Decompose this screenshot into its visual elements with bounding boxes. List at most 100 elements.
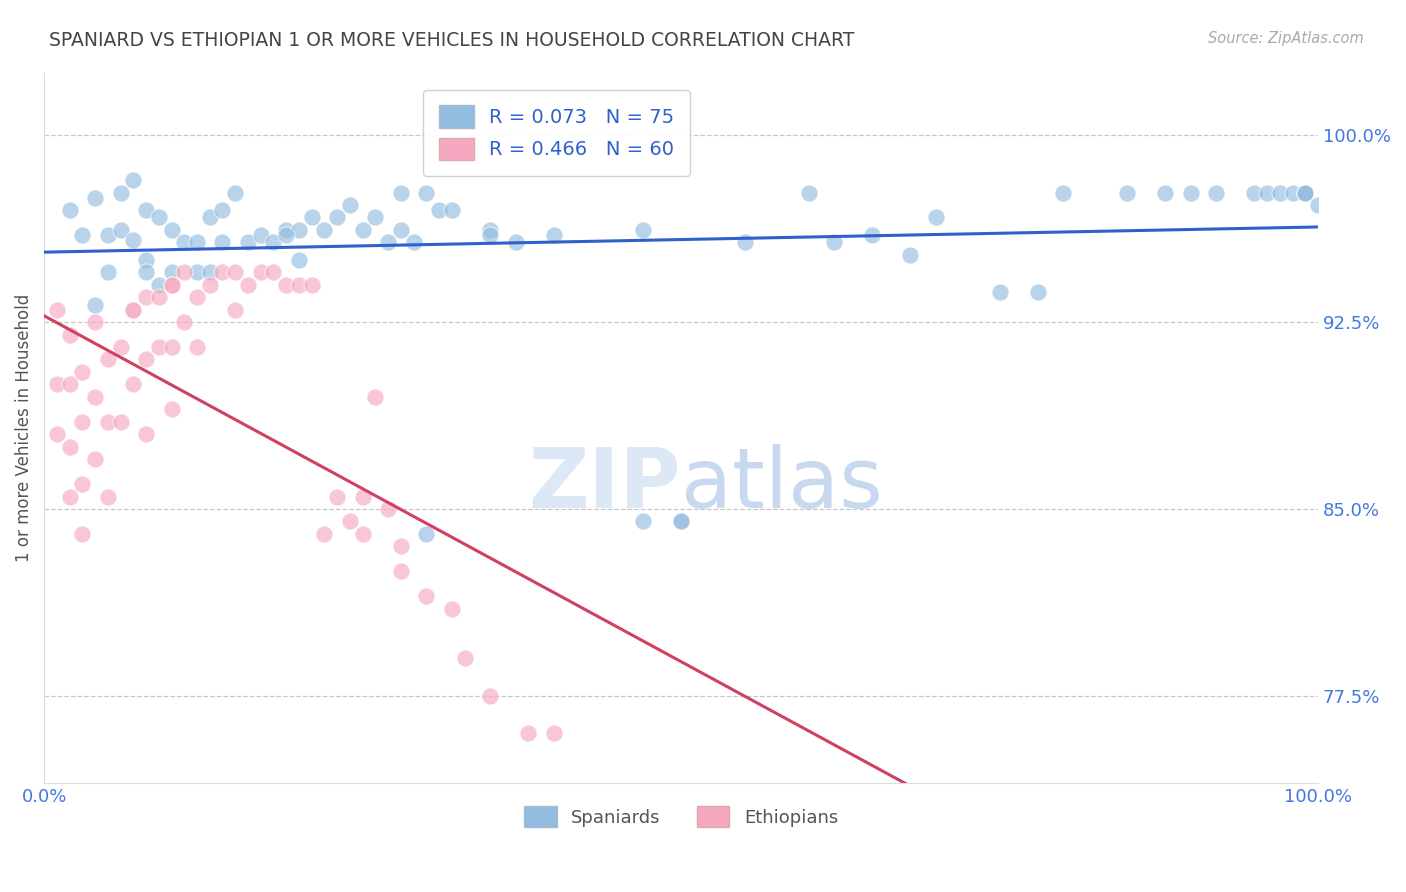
Point: [1052, 186, 1074, 200]
Point: [236, 277, 259, 292]
Point: [160, 277, 183, 292]
Point: [186, 235, 208, 250]
Point: [148, 340, 170, 354]
Point: [173, 315, 195, 329]
Point: [402, 235, 425, 250]
Point: [198, 211, 221, 225]
Point: [198, 265, 221, 279]
Point: [58, 327, 80, 342]
Point: [453, 651, 475, 665]
Point: [1294, 186, 1316, 200]
Point: [364, 211, 387, 225]
Point: [58, 440, 80, 454]
Point: [135, 252, 157, 267]
Point: [110, 415, 132, 429]
Point: [288, 277, 311, 292]
Point: [58, 202, 80, 217]
Point: [148, 277, 170, 292]
Legend: Spaniards, Ethiopians: Spaniards, Ethiopians: [517, 799, 845, 834]
Point: [288, 252, 311, 267]
Point: [301, 277, 323, 292]
Point: [326, 211, 349, 225]
Point: [479, 223, 502, 237]
Point: [352, 490, 374, 504]
Point: [84, 315, 107, 329]
Point: [135, 265, 157, 279]
Point: [58, 490, 80, 504]
Point: [122, 302, 145, 317]
Point: [148, 290, 170, 304]
Point: [198, 277, 221, 292]
Text: atlas: atlas: [681, 444, 883, 525]
Point: [122, 302, 145, 317]
Point: [97, 352, 120, 367]
Point: [440, 202, 463, 217]
Point: [276, 223, 298, 237]
Point: [276, 277, 298, 292]
Point: [160, 223, 183, 237]
Point: [160, 340, 183, 354]
Point: [160, 265, 183, 279]
Point: [631, 515, 654, 529]
Point: [84, 190, 107, 204]
Point: [224, 186, 246, 200]
Point: [427, 202, 450, 217]
Point: [186, 340, 208, 354]
Point: [58, 377, 80, 392]
Point: [1026, 285, 1049, 300]
Point: [84, 390, 107, 404]
Point: [160, 277, 183, 292]
Point: [1281, 186, 1303, 200]
Point: [479, 227, 502, 242]
Point: [122, 173, 145, 187]
Point: [1308, 198, 1330, 212]
Point: [211, 202, 233, 217]
Point: [314, 223, 336, 237]
Point: [415, 527, 437, 541]
Point: [72, 477, 94, 491]
Point: [505, 235, 527, 250]
Point: [249, 265, 271, 279]
Point: [543, 227, 565, 242]
Point: [1268, 186, 1291, 200]
Point: [236, 235, 259, 250]
Point: [224, 302, 246, 317]
Point: [224, 265, 246, 279]
Point: [135, 290, 157, 304]
Point: [211, 265, 233, 279]
Point: [900, 248, 922, 262]
Point: [110, 186, 132, 200]
Point: [160, 402, 183, 417]
Point: [1116, 186, 1139, 200]
Point: [72, 227, 94, 242]
Point: [352, 527, 374, 541]
Point: [377, 235, 399, 250]
Point: [669, 515, 692, 529]
Point: [97, 415, 120, 429]
Point: [669, 515, 692, 529]
Point: [1243, 186, 1265, 200]
Point: [860, 227, 883, 242]
Point: [326, 490, 349, 504]
Point: [249, 227, 271, 242]
Point: [1154, 186, 1177, 200]
Point: [135, 427, 157, 442]
Point: [97, 490, 120, 504]
Point: [389, 564, 412, 578]
Point: [276, 227, 298, 242]
Point: [262, 265, 284, 279]
Point: [925, 211, 948, 225]
Point: [1294, 186, 1316, 200]
Point: [186, 265, 208, 279]
Point: [352, 223, 374, 237]
Point: [631, 223, 654, 237]
Point: [45, 427, 67, 442]
Point: [415, 589, 437, 603]
Point: [72, 365, 94, 379]
Point: [389, 186, 412, 200]
Point: [148, 211, 170, 225]
Point: [1205, 186, 1227, 200]
Point: [1294, 186, 1316, 200]
Point: [97, 265, 120, 279]
Point: [262, 235, 284, 250]
